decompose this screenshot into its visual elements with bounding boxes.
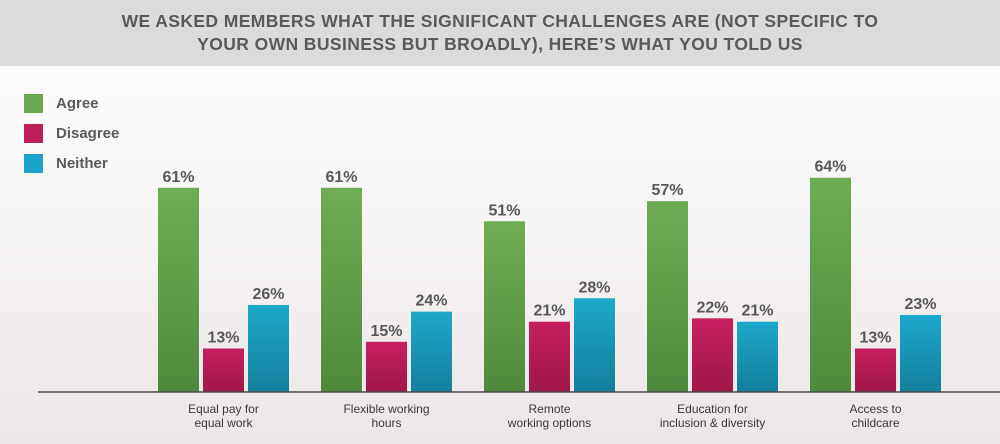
value-label-agree-2: 61%	[325, 169, 357, 186]
category-label-5: Access to childcare	[849, 402, 901, 430]
legend-label-agree: Agree	[56, 94, 99, 112]
bar-disagree-2	[366, 341, 407, 392]
legend-label-neither: Neither	[56, 154, 108, 172]
value-label-agree-3: 51%	[488, 202, 520, 219]
legend-item-disagree: Disagree	[24, 118, 119, 148]
category-label-4: Education for inclusion & diversity	[660, 402, 765, 430]
legend-item-agree: Agree	[24, 88, 119, 118]
value-label-neither-4: 21%	[741, 303, 773, 320]
value-label-disagree-2: 15%	[370, 323, 402, 340]
value-label-disagree-1: 13%	[207, 329, 239, 346]
value-label-neither-3: 28%	[578, 279, 610, 296]
category-label-1: Equal pay for equal work	[188, 402, 259, 430]
value-label-neither-5: 23%	[904, 296, 936, 313]
header-banner: WE ASKED MEMBERS WHAT THE SIGNIFICANT CH…	[0, 0, 1000, 66]
value-label-neither-2: 24%	[415, 293, 447, 310]
value-label-agree-5: 64%	[814, 159, 846, 176]
bar-agree-2	[321, 187, 362, 392]
bar-neither-3	[574, 298, 615, 392]
legend-swatch-neither	[24, 153, 43, 173]
bar-agree-3	[484, 221, 525, 392]
value-label-agree-1: 61%	[162, 169, 194, 186]
bar-disagree-4	[692, 318, 733, 392]
bar-neither-5	[900, 314, 941, 392]
bar-agree-4	[647, 201, 688, 392]
legend-swatch-disagree	[24, 123, 43, 143]
category-label-2: Flexible working hours	[343, 402, 429, 430]
legend: Agree Disagree Neither	[24, 88, 119, 178]
bar-neither-2	[411, 311, 452, 392]
value-label-disagree-3: 21%	[533, 303, 565, 320]
value-label-neither-1: 26%	[252, 286, 284, 303]
bar-neither-4	[737, 321, 778, 392]
bar-agree-1	[158, 187, 199, 392]
bar-disagree-3	[529, 321, 570, 392]
chart-title: WE ASKED MEMBERS WHAT THE SIGNIFICANT CH…	[121, 11, 879, 54]
bar-agree-5	[810, 177, 851, 392]
legend-label-disagree: Disagree	[56, 124, 120, 142]
value-label-agree-4: 57%	[651, 182, 683, 199]
legend-item-neither: Neither	[24, 148, 119, 178]
bar-neither-1	[248, 304, 289, 392]
legend-swatch-agree	[24, 93, 43, 113]
bar-disagree-5	[855, 348, 896, 392]
value-label-disagree-5: 13%	[859, 329, 891, 346]
value-label-disagree-4: 22%	[696, 299, 728, 316]
category-label-3: Remote working options	[507, 402, 591, 430]
bar-disagree-1	[203, 348, 244, 392]
